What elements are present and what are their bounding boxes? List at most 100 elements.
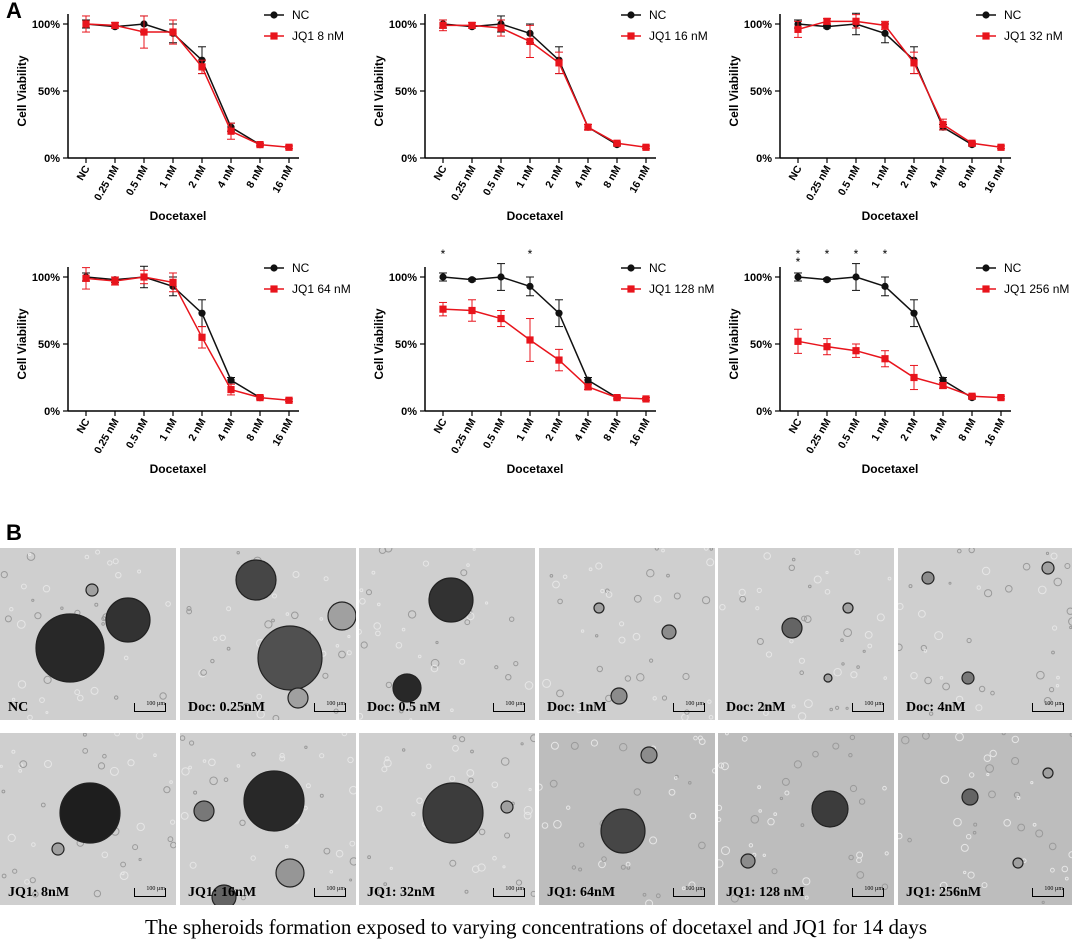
x-tick-label: 0.25 nM	[92, 416, 122, 456]
legend-marker-jq1	[982, 285, 990, 293]
data-point-nc	[198, 309, 206, 317]
legend-label: NC	[649, 8, 667, 22]
data-point-jq1	[613, 139, 621, 147]
significance-mark: *	[441, 247, 446, 261]
data-point-jq1	[169, 28, 177, 36]
scale-bar-label: 100 µm	[864, 886, 883, 892]
legend-label: NC	[292, 261, 310, 275]
series-line-jq1	[85, 276, 290, 402]
x-tick-label: 0.25 nM	[449, 416, 479, 456]
x-tick-label: 1 nM	[869, 416, 891, 443]
scale-bar	[673, 888, 705, 897]
x-tick-label: NC	[432, 163, 450, 182]
legend-label: NC	[292, 8, 310, 22]
spheroid-image: Doc: 0.5 nM 100 µm	[359, 548, 535, 720]
y-axis-label: Cell Viability	[15, 55, 29, 126]
x-tick-label: 4 nM	[215, 163, 237, 190]
spheroid	[921, 571, 935, 585]
scale-bar-label: 100 µm	[146, 886, 165, 892]
spheroid	[823, 673, 833, 683]
x-tick-label: 1 nM	[157, 416, 179, 443]
significance-mark: *	[796, 247, 801, 261]
microscopy-photo	[0, 548, 176, 720]
legend-marker-nc	[982, 11, 990, 19]
legend-marker-jq1	[982, 32, 990, 40]
data-point-jq1	[584, 123, 592, 131]
y-tick-label: 50%	[38, 86, 60, 98]
series-line-jq1	[797, 20, 1002, 149]
x-tick-label: 0.5 nM	[481, 163, 508, 198]
spheroid	[1041, 561, 1055, 575]
spheroid-image: JQ1: 16nM 100 µm	[180, 733, 356, 905]
data-point-jq1	[555, 356, 563, 364]
spheroid	[35, 613, 105, 683]
scale-bar	[1032, 888, 1064, 897]
series-line-jq1	[443, 24, 647, 149]
data-point-jq1	[256, 394, 264, 402]
data-point-nc	[497, 273, 505, 281]
legend-marker-nc	[270, 11, 278, 19]
x-tick-label: 8 nM	[956, 416, 978, 443]
spheroid-image-grid: NC 100 µm Doc: 0.25nM 100 µm Doc: 0.5 nM 100 …	[0, 548, 1072, 918]
data-point-jq1	[227, 385, 235, 394]
scale-bar-label: 100 µm	[505, 701, 524, 707]
y-tick-label: 0%	[44, 406, 60, 418]
y-tick-label: 0%	[401, 153, 417, 165]
spheroid-image: Doc: 0.25nM 100 µm	[180, 548, 356, 720]
x-tick-label: 16 nM	[270, 416, 295, 448]
scale-bar	[852, 703, 884, 712]
spheroid	[85, 583, 99, 597]
scale-bar	[134, 703, 166, 712]
data-point-jq1	[256, 141, 264, 149]
x-tick-label: 1 nM	[869, 163, 891, 190]
y-tick-label: 100%	[389, 19, 417, 31]
image-label: JQ1: 128 nM	[726, 885, 805, 900]
x-tick-label: 8 nM	[601, 416, 623, 443]
data-point-jq1	[227, 127, 235, 135]
data-point-jq1	[968, 139, 976, 147]
legend-marker-jq1	[270, 32, 278, 40]
x-tick-label: 16 nM	[982, 416, 1007, 448]
image-label: JQ1: 16nM	[188, 885, 257, 900]
scale-bar	[493, 703, 525, 712]
x-tick-label: NC	[432, 416, 450, 435]
spheroid-image: JQ1: 8nM 100 µm	[0, 733, 176, 905]
scale-bar-label: 100 µm	[146, 701, 165, 707]
legend-label: JQ1 64 nM	[292, 282, 351, 296]
x-axis-label: Docetaxel	[507, 462, 564, 476]
series-line-jq1	[442, 308, 647, 400]
y-axis-label: Cell Viability	[372, 55, 386, 126]
data-point-jq1	[82, 274, 90, 282]
data-point-nc	[439, 273, 447, 281]
data-point-nc	[794, 273, 802, 281]
significance-mark: *	[825, 247, 830, 261]
spheroid	[51, 842, 65, 856]
data-point-nc	[881, 282, 889, 290]
legend-label: JQ1 8 nM	[292, 29, 344, 43]
spheroid	[327, 601, 356, 631]
data-point-jq1	[910, 373, 918, 382]
x-axis-label: Docetaxel	[150, 462, 207, 476]
legend-marker-nc	[627, 264, 635, 272]
scale-bar-label: 100 µm	[864, 701, 883, 707]
y-axis-label: Cell Viability	[15, 308, 29, 379]
scale-bar-label: 100 µm	[326, 701, 345, 707]
data-point-jq1	[198, 63, 206, 71]
x-tick-label: 2 nM	[543, 163, 565, 190]
x-tick-label: 2 nM	[186, 163, 208, 190]
spheroid	[640, 746, 658, 764]
y-tick-label: 0%	[44, 153, 60, 165]
spheroid-image: JQ1: 32nM 100 µm	[359, 733, 535, 905]
x-axis-label: Docetaxel	[862, 209, 919, 223]
x-tick-label: 0.5 nM	[124, 416, 151, 451]
spheroid	[593, 602, 605, 614]
y-tick-label: 100%	[32, 19, 60, 31]
x-tick-label: NC	[787, 163, 805, 182]
microscopy-photo	[898, 548, 1072, 720]
spheroid	[610, 687, 628, 705]
data-point-jq1	[468, 21, 476, 29]
spheroid	[661, 624, 677, 640]
